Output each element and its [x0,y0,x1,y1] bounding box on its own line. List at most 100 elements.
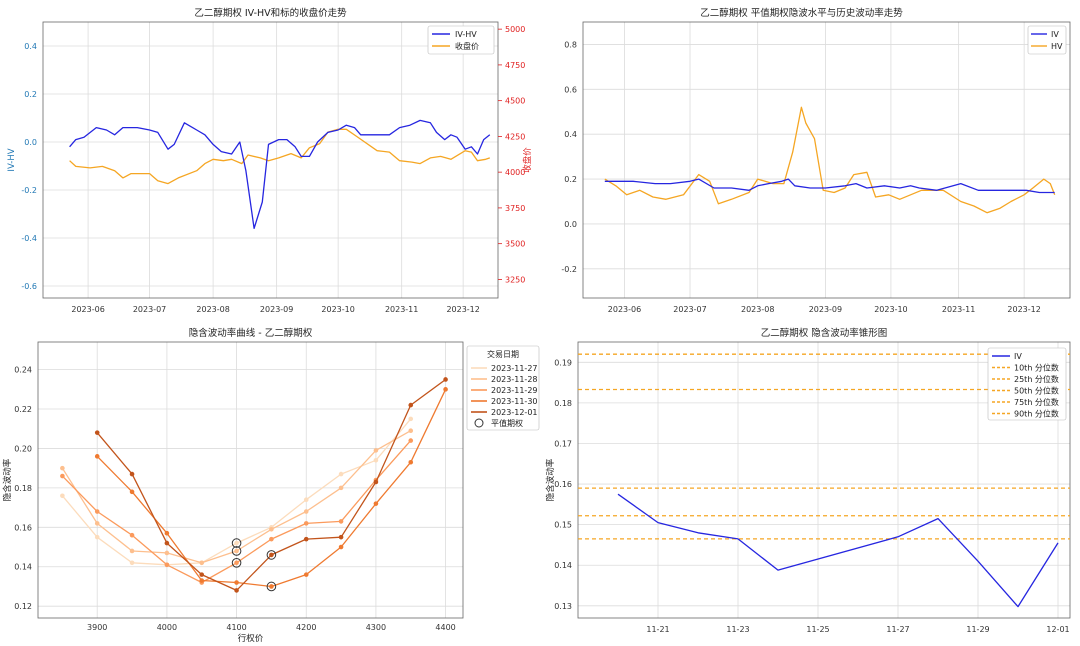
x-tick-label: 11-29 [966,625,989,634]
legend-box [427,25,495,55]
legend-box [1027,25,1067,55]
y2-tick-label: 4000 [505,168,525,177]
smile-point [129,532,135,538]
x-tick-label: 4200 [296,623,316,632]
smile-point [303,536,309,542]
smile-point [338,471,344,477]
atm-marker [231,558,242,568]
x-tick-label: 2023-08 [196,305,229,314]
y-tick-label: 0.14 [14,563,32,572]
y-tick-label: -0.6 [21,282,37,291]
y-tick-label: 0.2 [24,90,37,99]
y-tick-label: 0.22 [14,405,32,414]
smile-point [199,572,205,577]
smile-point [129,560,135,566]
legend-label: 25th 分位数 [1014,374,1059,384]
smile-point [129,489,135,495]
smile-point [303,497,309,503]
chart-iv-cone: 乙二醇期权 隐含波动率锥形图 11-21 11-23 11-25 11-27 11-29 1… [545,327,1071,634]
legend-label: 2023-11-27 [491,364,538,373]
iv-line [617,493,1059,608]
x-tick-label: 4300 [366,623,386,632]
x-tick-label: 2023-09 [809,305,842,314]
y-tick-label: 0.16 [14,523,32,532]
y-tick-label: 0.4 [24,42,37,51]
legend-label: 75th 分位数 [1014,397,1059,407]
y-tick-label: 0.13 [554,602,572,611]
smile-point [373,501,379,506]
smile-point [94,509,100,514]
x-tick-label: 11-25 [806,625,829,634]
smile-point [164,530,170,536]
y2-tick-label: 3750 [505,204,525,213]
x-tick-label: 4400 [435,623,455,632]
atm-marker [231,538,242,548]
smile-point [373,479,379,485]
legend-label: 2023-11-29 [491,386,538,395]
chart-iv-smile: 隐含波动率曲线 - 乙二醇期权 3900 4000 4100 4200 4300 4400 0… [2,327,540,644]
x-tick-label: 2023-12 [446,305,479,314]
smile-point [408,438,414,443]
smile-point [338,534,344,540]
legend-title: 交易日期 [487,349,519,359]
smile-point [269,526,274,532]
chart-title: 隐含波动率曲线 - 乙二醇期权 [189,327,313,339]
atm-marker [266,581,277,592]
y-tick-label: 0.17 [554,439,572,448]
y-tick-label: 0.18 [14,484,32,493]
x-tick-label: 2023-12 [1007,305,1040,314]
x-tick-label: 2023-10 [874,305,907,314]
smile-point [129,471,135,477]
legend-label-atm: 平值期权 [491,418,523,428]
smile-point [303,521,309,526]
smile-point [199,560,205,566]
legend-box [466,345,540,431]
smile-point [338,485,344,491]
x-tick-label: 12-01 [1046,625,1069,634]
legend-label: 90th 分位数 [1014,409,1059,419]
smile-point [234,548,239,554]
close-price-line [69,128,491,185]
legend-label: 2023-11-28 [491,375,538,384]
y-tick-label: -0.2 [561,265,577,274]
smile-point [94,454,100,459]
legend-atm-marker [474,418,484,428]
y-tick-label: 0.15 [554,521,572,530]
smile-point [373,448,379,453]
smile-point [303,572,309,577]
y-tick-label: 0.12 [14,602,32,611]
smile-point [234,588,239,593]
chart-atm-iv-hv: 乙二醇期权 平值期权隐波水平与历史波动率走势 2023-06 2023-07 2023… [561,7,1071,314]
y-tick-label: 0.0 [24,138,37,147]
smile-point [408,402,414,408]
y-tick-label: 0.4 [564,130,577,139]
smile-point [60,465,65,471]
x-tick-label: 4000 [157,623,177,632]
y2-tick-label: 3250 [505,275,525,284]
x-tick-label: 11-23 [726,625,749,634]
y2-tick-label: 4500 [505,97,525,106]
smile-point [94,430,100,435]
x-tick-label: 2023-11 [942,305,975,314]
y-axis-label: 隐含波动率 [545,458,556,501]
y-tick-label: 0.16 [554,480,572,489]
y-tick-label: 0.19 [554,358,572,367]
y-axis-label: 隐含波动率 [2,458,13,501]
plot-frame [582,21,1071,299]
x-tick-label: 2023-10 [321,305,354,314]
chart-title: 乙二醇期权 平值期权隐波水平与历史波动率走势 [700,7,903,19]
y-tick-label: 0.0 [564,220,577,229]
smile-point [269,552,274,558]
y-tick-label: -0.2 [21,186,37,195]
smile-point [373,457,379,463]
y-tick-label: 0.2 [564,175,577,184]
iv-line [604,178,1055,194]
legend-label: 50th 分位数 [1014,386,1059,396]
y-axis-label: IV-HV [7,148,17,171]
atm-marker [231,546,242,556]
chart-ivhv-close: 乙二醇期权 IV-HV和标的收盘价走势 2023-06 2023-07 2023-08… [7,7,533,314]
x-tick-label: 11-27 [886,625,909,634]
hv-line [604,106,1056,214]
x-tick-label: 2023-11 [385,305,418,314]
smile-point [408,428,414,434]
